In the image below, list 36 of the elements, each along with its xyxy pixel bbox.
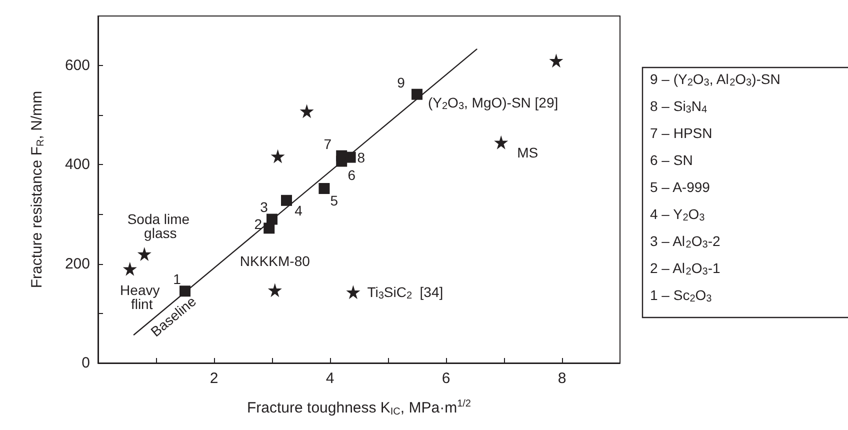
annotation: 2 — [254, 216, 262, 232]
annotation: 4 — [294, 202, 303, 218]
annotation: 6 — [348, 167, 356, 184]
point — [281, 194, 292, 206]
x-tick-label: 8 — [558, 370, 566, 387]
annotation: 8 — [357, 149, 366, 166]
data-label: Heavy flint — [120, 282, 160, 312]
y-tick-label: 400 — [64, 156, 90, 174]
y-tick-label: 600 — [64, 57, 90, 74]
point — [412, 88, 422, 100]
text: 5 – A-999 — [650, 179, 710, 195]
point — [300, 104, 314, 118]
point — [137, 246, 152, 261]
data-label: MS — [517, 144, 538, 160]
x-tick-label: 4 — [326, 370, 334, 387]
annotation: 9 — [397, 74, 406, 90]
point — [494, 135, 508, 150]
x-tick-label: 2 — [210, 370, 218, 387]
point — [122, 262, 137, 276]
data-label: NKKKM-80 — [240, 253, 310, 270]
y-tick-label: 0 — [82, 354, 90, 372]
y-axis-title: Fracture resistance FR, N/mm — [28, 90, 46, 288]
annotation: 7 — [324, 136, 332, 152]
point — [346, 285, 360, 300]
annotation: 1 — [173, 271, 182, 288]
x-tick-label: 6 — [442, 370, 450, 387]
point — [270, 149, 285, 164]
point — [318, 183, 330, 194]
text: 7 – HPSN — [650, 125, 712, 141]
point — [549, 54, 564, 68]
y-tick-label: 200 — [64, 255, 90, 272]
annotation: 3 — [260, 199, 268, 216]
text: 6 – SN — [650, 152, 693, 168]
data-label: Soda lime glass — [127, 210, 194, 241]
point — [268, 283, 282, 298]
annotation: 5 — [330, 192, 338, 209]
